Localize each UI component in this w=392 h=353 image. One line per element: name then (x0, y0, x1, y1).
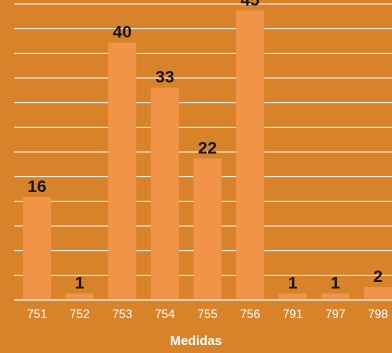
x-tick-797: 797 (325, 307, 345, 321)
x-tick-752: 752 (70, 307, 90, 321)
x-tick-753: 753 (112, 307, 132, 321)
bar-753 (108, 42, 137, 300)
x-tick-798: 798 (368, 307, 388, 321)
x-tick-754: 754 (155, 307, 175, 321)
data-label-798: 2 (373, 267, 382, 286)
data-label-753: 40 (113, 23, 132, 42)
data-label-755: 22 (198, 138, 217, 157)
data-label-754: 33 (155, 68, 174, 87)
data-label-797: 1 (331, 274, 340, 293)
data-label-791: 1 (288, 274, 297, 293)
bar-756 (236, 10, 265, 300)
x-tick-756: 756 (240, 307, 260, 321)
bar-752 (65, 293, 94, 300)
bar-791 (278, 293, 307, 300)
bar-754 (150, 87, 179, 300)
x-axis-title: Medidas (170, 333, 222, 348)
data-label-756: 45 (241, 0, 260, 9)
bar-797 (321, 293, 350, 300)
data-label-752: 1 (75, 274, 84, 293)
data-labels: 16 1 40 33 22 45 1 1 2 (28, 0, 383, 293)
bar-751 (23, 197, 51, 300)
data-label-751: 16 (28, 177, 47, 196)
x-tick-751: 751 (27, 307, 47, 321)
bar-755 (193, 158, 222, 300)
x-tick-755: 755 (197, 307, 217, 321)
x-tick-791: 791 (283, 307, 303, 321)
bar-798 (364, 287, 392, 300)
bars (23, 10, 392, 300)
x-tick-labels: 751 752 753 754 755 756 791 797 798 (27, 307, 388, 321)
